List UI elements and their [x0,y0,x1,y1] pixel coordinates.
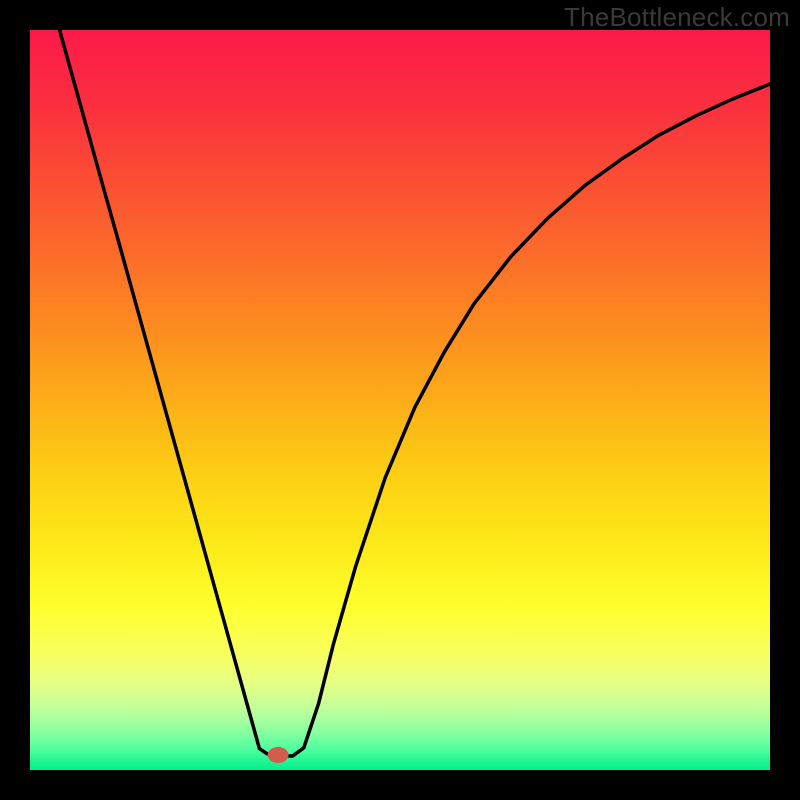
watermark-text: TheBottleneck.com [564,2,790,33]
bottleneck-curve-path [60,30,770,756]
curve-svg [30,30,770,770]
minimum-marker-dot [267,747,288,763]
plot-area [30,30,770,770]
chart-frame: TheBottleneck.com [0,0,800,800]
